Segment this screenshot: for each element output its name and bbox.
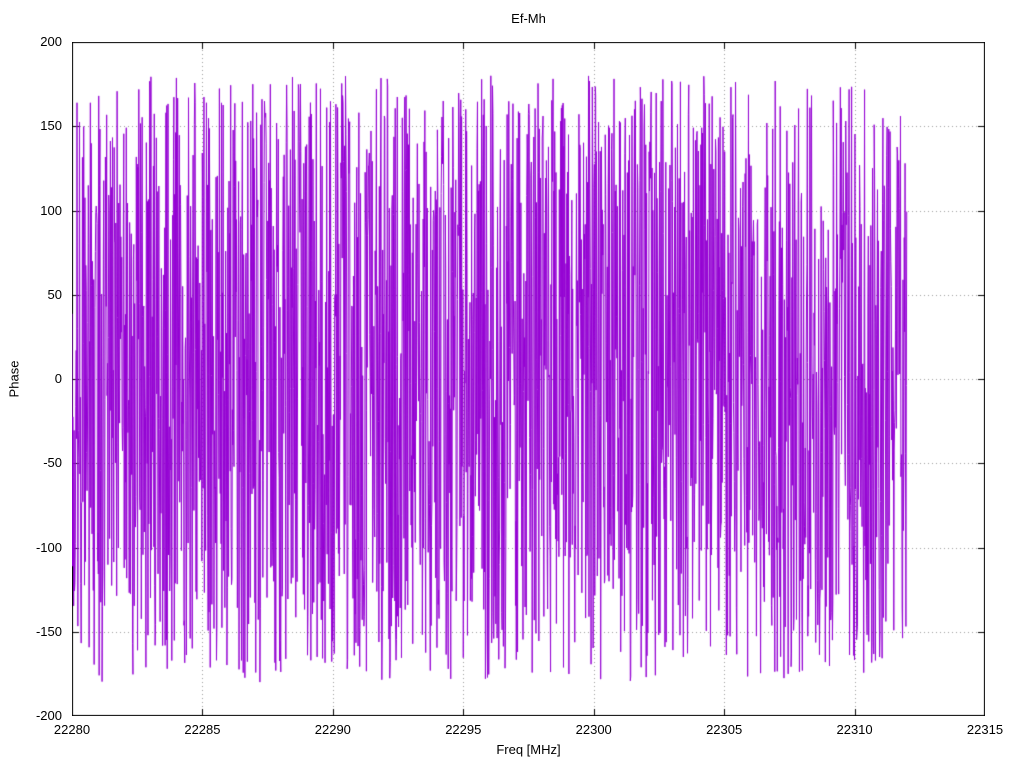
y-tick-label: 50 <box>47 286 62 302</box>
x-tick-label: 22295 <box>445 722 482 737</box>
x-tick-label: 22310 <box>836 722 873 737</box>
y-tick-label: 0 <box>54 371 62 386</box>
y-tick-label: 150 <box>40 118 62 134</box>
y-tick-label: -50 <box>43 455 62 471</box>
chart-title: Ef-Mh <box>511 11 546 26</box>
y-tick-label: -100 <box>35 539 62 555</box>
x-tick-label: 22285 <box>184 722 221 737</box>
y-tick-label: -150 <box>35 623 62 639</box>
y-tick-label: 100 <box>40 202 62 218</box>
x-tick-label: 22315 <box>966 722 1004 737</box>
y-tick-label: 200 <box>40 34 62 49</box>
x-tick-label: 22280 <box>53 722 91 737</box>
x-tick-label: 22300 <box>575 722 612 737</box>
y-tick-label: -200 <box>35 708 62 723</box>
x-tick-label: 22305 <box>706 722 743 737</box>
plot-area <box>72 42 985 716</box>
x-axis-label: Freq [MHz] <box>496 742 561 757</box>
x-tick-label: 22290 <box>314 722 351 737</box>
